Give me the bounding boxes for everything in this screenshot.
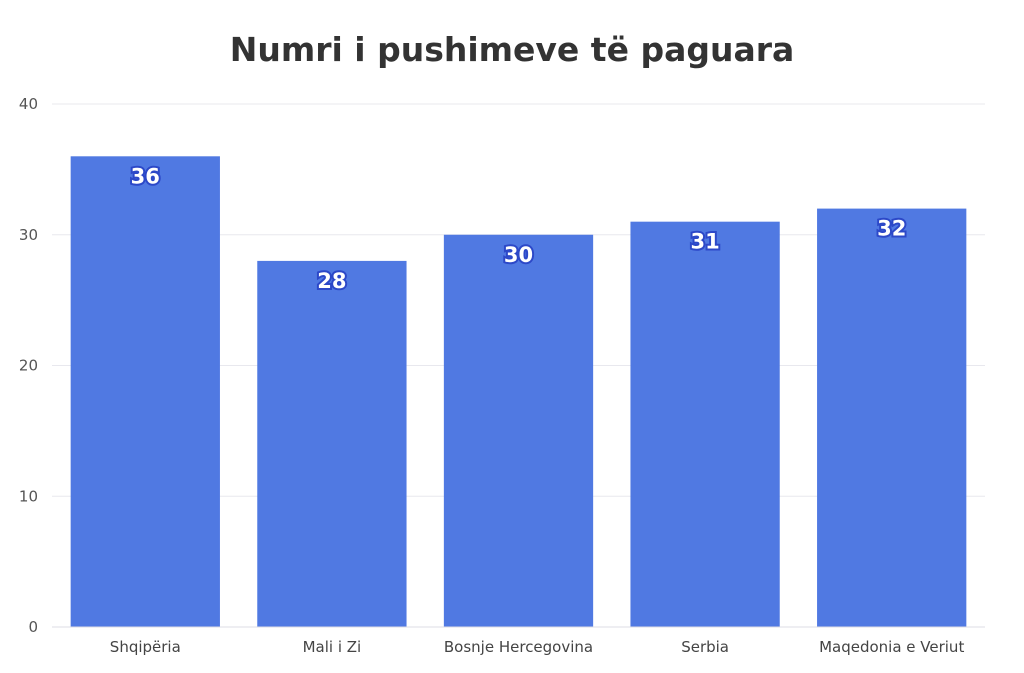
data-label: 28 <box>317 269 346 293</box>
data-label: 30 <box>504 243 533 267</box>
y-tick-label: 10 <box>19 487 38 505</box>
x-tick-label: Bosnje Hercegovina <box>444 638 593 656</box>
y-tick-label: 20 <box>19 357 38 375</box>
y-tick-label: 0 <box>28 618 38 636</box>
bar <box>70 156 220 628</box>
data-label: 31 <box>690 230 719 254</box>
x-tick-label: Mali i Zi <box>303 638 362 656</box>
chart-title: Numri i pushimeve të paguara <box>229 30 795 69</box>
y-tick-label: 40 <box>19 95 38 113</box>
data-label: 32 <box>877 217 906 241</box>
bar <box>630 221 780 628</box>
bar <box>443 234 594 627</box>
y-tick-label: 30 <box>19 226 38 244</box>
data-label: 36 <box>131 164 160 188</box>
bar <box>257 260 407 627</box>
x-tick-label: Serbia <box>681 638 729 656</box>
bar <box>817 208 967 627</box>
x-tick-label: Maqedonia e Veriut <box>819 638 964 656</box>
x-tick-label: Shqipëria <box>110 638 181 656</box>
